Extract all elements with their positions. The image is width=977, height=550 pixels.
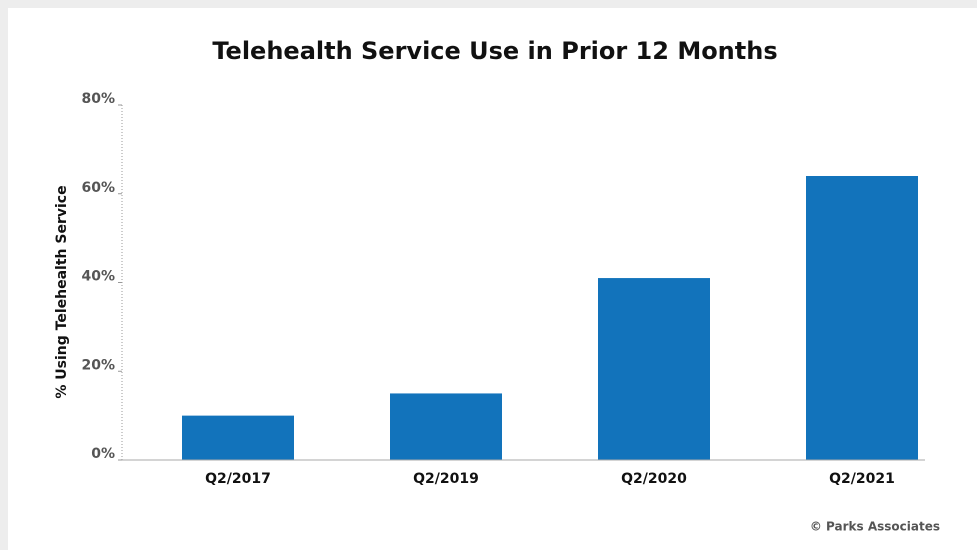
y-axis-label: % Using Telehealth Service bbox=[54, 185, 70, 398]
x-tick-label: Q2/2019 bbox=[413, 471, 479, 487]
y-tick-label: 40% bbox=[81, 269, 115, 285]
x-tick-label: Q2/2020 bbox=[621, 471, 687, 487]
bar bbox=[598, 278, 710, 460]
bar bbox=[390, 393, 502, 460]
bar bbox=[806, 176, 918, 460]
y-tick-label: 0% bbox=[91, 446, 115, 462]
x-tick-label: Q2/2021 bbox=[829, 471, 895, 487]
chart-title: Telehealth Service Use in Prior 12 Month… bbox=[212, 37, 777, 65]
y-tick-label: 60% bbox=[81, 180, 115, 196]
bar bbox=[182, 415, 294, 460]
y-tick-label: 80% bbox=[81, 91, 115, 107]
source: © Parks Associates bbox=[810, 520, 940, 534]
y-tick-label: 20% bbox=[81, 357, 115, 373]
x-tick-label: Q2/2017 bbox=[205, 471, 271, 487]
